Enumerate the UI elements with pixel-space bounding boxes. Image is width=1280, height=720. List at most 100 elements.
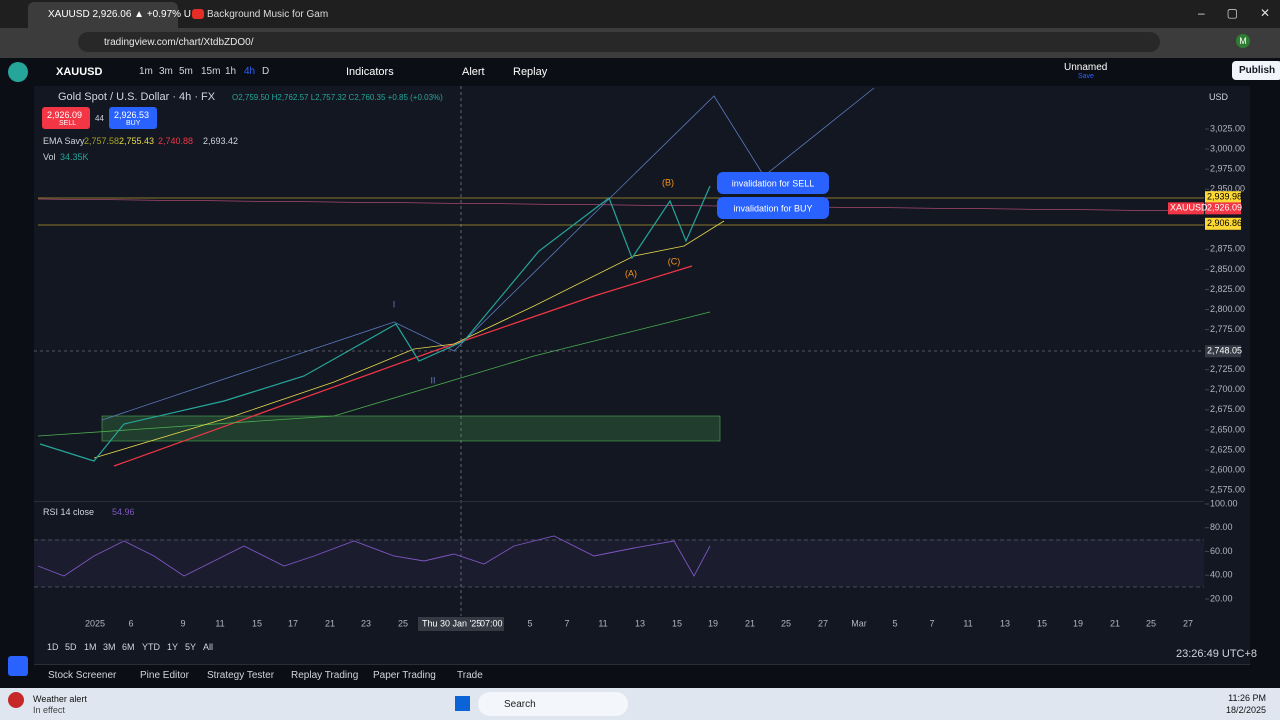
ema-value: 2,755.43 bbox=[119, 136, 155, 146]
weather-icon bbox=[8, 692, 24, 708]
weather-sub: In effect bbox=[33, 705, 65, 715]
layout-name[interactable]: Unnamed bbox=[1064, 62, 1108, 73]
price-label-box bbox=[1205, 202, 1241, 215]
time-tick-label: 15 bbox=[252, 618, 262, 628]
interval[interactable]: 5m bbox=[179, 66, 193, 77]
publish-button[interactable]: Publish bbox=[1232, 61, 1280, 80]
price-tick-label: 2,650.00 bbox=[1210, 424, 1245, 434]
divider bbox=[34, 664, 1250, 665]
interval[interactable]: 15m bbox=[201, 66, 221, 77]
wave-label: I bbox=[393, 299, 396, 309]
screener-icon[interactable] bbox=[8, 656, 28, 676]
bottom-tab[interactable]: Strategy Tester bbox=[207, 670, 275, 681]
profile[interactable]: M bbox=[1236, 34, 1250, 48]
bottom-tab[interactable]: Trade bbox=[457, 670, 483, 681]
price-tick-label: 2,725.00 bbox=[1210, 364, 1245, 374]
tab-strip bbox=[0, 0, 1280, 28]
range-button[interactable]: 3M bbox=[103, 642, 116, 652]
time-tick-label: 9 bbox=[180, 618, 185, 628]
window-controls[interactable]: –▢✕ bbox=[1198, 6, 1270, 20]
pane-divider bbox=[34, 501, 1204, 502]
taskbar bbox=[0, 688, 1280, 720]
interval[interactable]: 3m bbox=[159, 66, 173, 77]
range-button[interactable]: All bbox=[203, 642, 214, 652]
price-label: 2,906.86 bbox=[1207, 218, 1242, 228]
ema-label: EMA Savy bbox=[43, 136, 85, 146]
symbol-tag bbox=[1168, 202, 1204, 215]
range-button[interactable]: 5Y bbox=[185, 642, 197, 652]
interval[interactable]: 1h bbox=[225, 66, 237, 77]
time-tick-label: 25 bbox=[1146, 618, 1156, 628]
ohlc: O2,759.50 H2,762.57 L2,757.32 C2,760.35 … bbox=[232, 93, 443, 102]
price-tick-label: 2,950.00 bbox=[1210, 184, 1245, 194]
time-tick-label: 27 bbox=[1183, 618, 1193, 628]
range-button[interactable]: 1M bbox=[84, 642, 97, 652]
price-tick-label: 3,000.00 bbox=[1210, 143, 1245, 153]
time-tick-label: 15 bbox=[672, 618, 682, 628]
crosshair-time: 07:00 bbox=[480, 618, 503, 628]
wave-label: (C) bbox=[668, 256, 681, 266]
trend-line bbox=[113, 265, 693, 467]
search-text: Search bbox=[504, 699, 536, 710]
tab-title[interactable]: Background Music for Gam bbox=[207, 9, 329, 20]
price-axis bbox=[1205, 86, 1250, 664]
tray-time: 11:26 PM bbox=[1228, 693, 1266, 703]
time-tick-label: 15 bbox=[1037, 618, 1047, 628]
price-tick-label: 2,575.00 bbox=[1210, 484, 1245, 494]
right-sidebar bbox=[1250, 86, 1280, 690]
clock: 23:26:49 UTC+8 bbox=[1176, 648, 1258, 660]
start-button[interactable] bbox=[455, 696, 470, 711]
chart: 3,025.00 3,000.00 2,975.00 2,950.00 2,875.00… bbox=[34, 86, 1250, 664]
time-tick-label: 11 bbox=[598, 618, 607, 628]
time-tick-label: 25 bbox=[398, 618, 408, 628]
price-tick-label: 2,875.00 bbox=[1210, 244, 1245, 254]
annotation: invalidation for SELL bbox=[732, 178, 815, 188]
trend-line bbox=[37, 198, 1205, 212]
bottom-tab[interactable]: Paper Trading bbox=[373, 670, 436, 681]
indicators-button[interactable]: Indicators bbox=[346, 66, 394, 78]
tray-date: 18/2/2025 bbox=[1225, 705, 1266, 715]
rsi-tick-label: 20.00 bbox=[1210, 593, 1233, 603]
rsi-tick-label: 80.00 bbox=[1210, 522, 1233, 532]
time-tick-label: 11 bbox=[963, 618, 972, 628]
bottom-tab[interactable]: Replay Trading bbox=[291, 670, 359, 681]
tv-toolbar bbox=[0, 58, 1280, 86]
range-button[interactable]: 6M bbox=[122, 642, 135, 652]
url: tradingview.com/chart/XtdbZDO0/ bbox=[104, 37, 254, 48]
rsi-band bbox=[34, 539, 1204, 587]
range-button[interactable]: 1D bbox=[47, 642, 59, 652]
rsi-label: RSI 14 close bbox=[43, 507, 95, 517]
interval[interactable]: 1m bbox=[139, 66, 153, 77]
replay-button[interactable]: Replay bbox=[513, 66, 548, 78]
rsi-value: 54.96 bbox=[112, 507, 135, 517]
bottom-tab[interactable]: Stock Screener bbox=[48, 670, 117, 681]
price-tick-label: 2,675.00 bbox=[1210, 404, 1245, 414]
alert-button[interactable]: Alert bbox=[462, 66, 485, 78]
search-box[interactable] bbox=[478, 692, 628, 716]
range-button[interactable]: YTD bbox=[142, 642, 160, 652]
time-tick-label: 19 bbox=[1073, 618, 1083, 628]
channel-line bbox=[101, 87, 875, 421]
avatar[interactable] bbox=[8, 62, 28, 82]
interval[interactable]: 4h bbox=[244, 66, 256, 77]
annotation-box bbox=[717, 172, 829, 194]
weather-title[interactable]: Weather alert bbox=[33, 694, 87, 704]
spread: 44 bbox=[95, 114, 104, 123]
range-button[interactable]: 1Y bbox=[167, 642, 179, 652]
price-label-box bbox=[1205, 191, 1241, 204]
bottom-tab[interactable]: Pine Editor bbox=[140, 670, 189, 681]
interval[interactable]: D bbox=[262, 66, 270, 77]
address-bar[interactable] bbox=[78, 32, 1160, 52]
left-toolbar bbox=[0, 86, 34, 690]
range-button[interactable]: 5D bbox=[65, 642, 77, 652]
time-tick-label: 19 bbox=[708, 618, 718, 628]
tab-title: XAUUSD 2,926.06 ▲ +0.97% U bbox=[48, 9, 192, 20]
tab-active[interactable] bbox=[28, 2, 178, 28]
ema-line bbox=[37, 311, 711, 437]
price-label: 2,748.05 bbox=[1207, 346, 1242, 356]
time-tick-label: 21 bbox=[325, 618, 335, 628]
symbol[interactable]: XAUUSD bbox=[56, 66, 103, 78]
vol-label: Vol bbox=[43, 152, 56, 162]
price-tick-label: 2,700.00 bbox=[1210, 384, 1245, 394]
